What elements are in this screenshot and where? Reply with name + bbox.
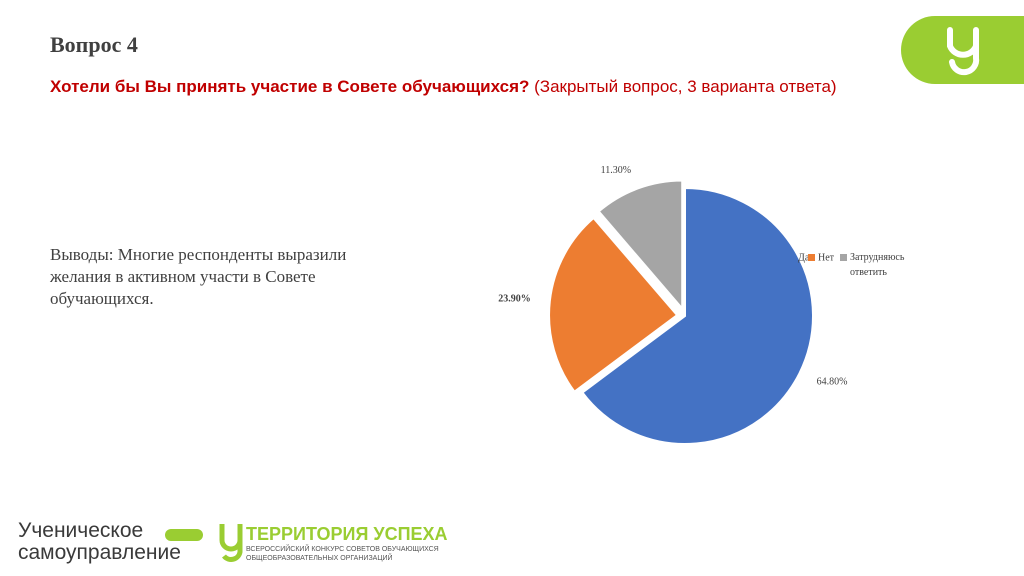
question-rest: (Закрытый вопрос, 3 варианта ответа) xyxy=(534,77,837,96)
logo-badge xyxy=(901,16,1024,84)
conclusion: Выводы: Многие респонденты выразили жела… xyxy=(50,245,347,308)
legend-label: Затрудняюсь ответить xyxy=(850,252,905,278)
logo-pill xyxy=(165,529,203,541)
logo-right-line: ВСЕРОССИЙСКИЙ КОНКУРС СОВЕТОВ ОБУЧАЮЩИХС… xyxy=(246,546,439,553)
legend-swatch xyxy=(840,254,847,261)
legend-label: Да xyxy=(798,252,810,263)
data-label: 64.80% xyxy=(817,376,848,387)
legend-swatch xyxy=(788,254,795,261)
question: Хотели бы Вы принять участие в Совете об… xyxy=(50,74,850,99)
logo-left-line: самоуправление xyxy=(18,541,181,564)
pie-slice xyxy=(597,179,684,312)
logo-left-line: Ученическое xyxy=(18,519,144,542)
legend-label: Нет xyxy=(818,252,835,263)
data-label: 11.30% xyxy=(601,165,631,176)
pie-slice xyxy=(548,216,679,394)
pie-slice xyxy=(580,186,814,445)
heading: Вопрос 4 xyxy=(50,32,138,57)
question-bold: Хотели бы Вы принять участие в Совете об… xyxy=(50,77,530,96)
logo-right-sub: ВСЕРОССИЙСКИЙ КОНКУРС СОВЕТОВ ОБУЧАЮЩИХС… xyxy=(246,545,439,563)
legend-swatch xyxy=(808,254,815,261)
logo-mark-small xyxy=(219,524,243,562)
logo-left: Ученическое самоуправление xyxy=(18,520,181,564)
logo-right-title: ТЕРРИТОРИЯ УСПЕХА xyxy=(246,524,448,544)
logo-right-line: ОБЩЕОБРАЗОВАТЕЛЬНЫХ ОРГАНИЗАЦИЙ xyxy=(246,555,393,562)
data-label: 23.90% xyxy=(498,293,531,304)
logo-mark xyxy=(947,27,980,76)
